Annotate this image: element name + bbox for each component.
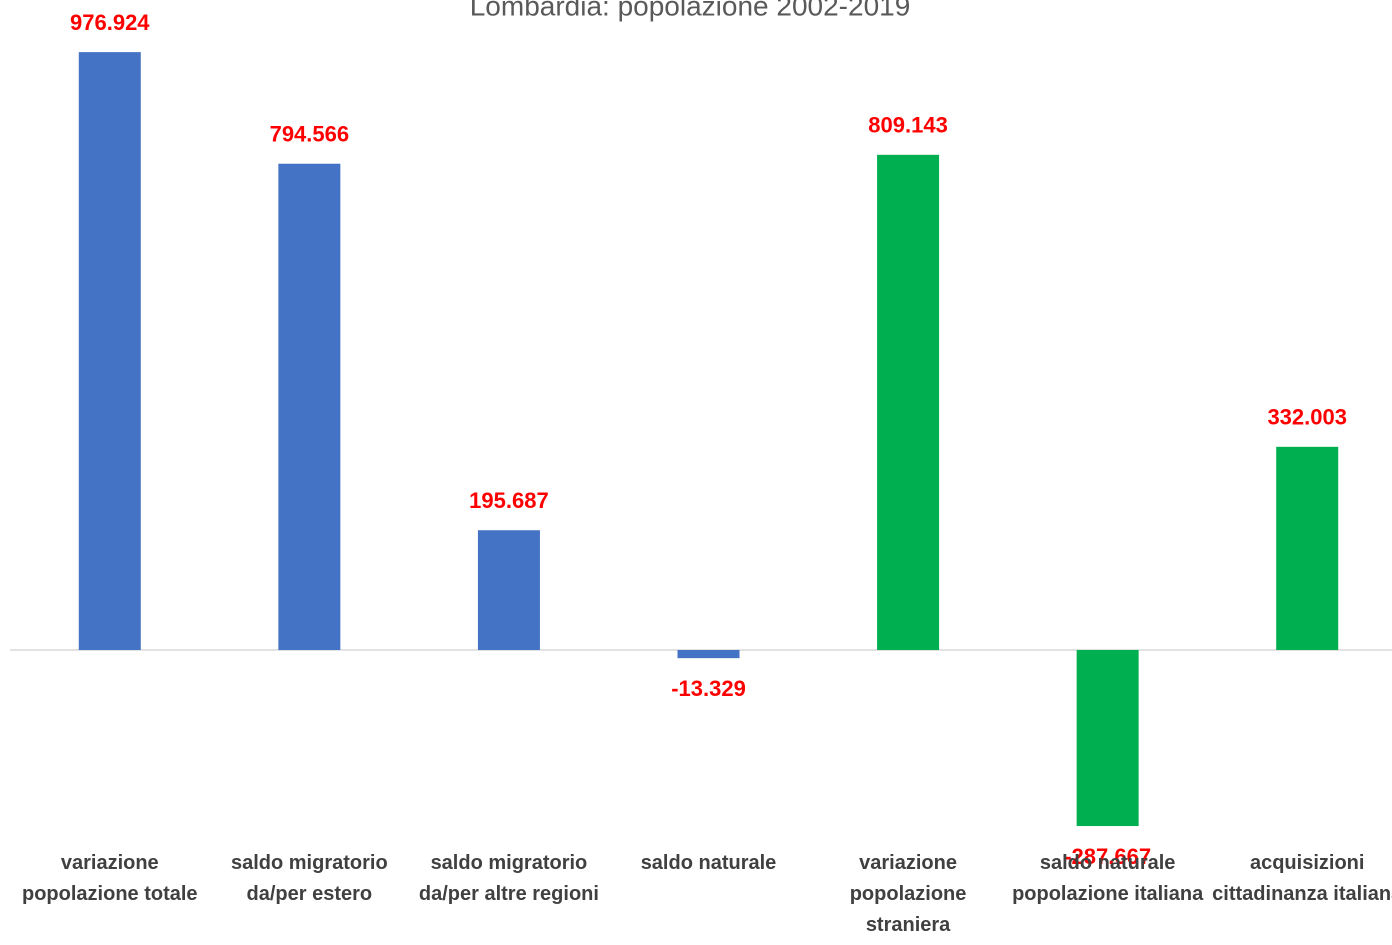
bar <box>677 650 740 659</box>
bar <box>1076 650 1139 827</box>
x-tick-label: saldo migratorio da/per altre regioni <box>418 852 599 905</box>
bar <box>278 163 341 651</box>
bar <box>1276 446 1339 650</box>
x-tick-label: acquisizioni cittadinanza italiana <box>1212 852 1392 905</box>
x-tick-label: variazione popolazione straniera <box>849 852 967 936</box>
x-tick-label: variazione popolazione totale <box>22 852 198 905</box>
data-label: 976.924 <box>70 10 150 35</box>
data-label: 195.687 <box>469 488 549 513</box>
data-label: 794.566 <box>270 122 350 147</box>
bar <box>477 530 540 650</box>
bar <box>877 154 940 650</box>
data-label: -287.667 <box>1064 844 1151 869</box>
x-tick-label: saldo naturale <box>640 852 777 874</box>
data-label: 332.003 <box>1267 405 1347 430</box>
x-tick-label: saldo naturale popolazione italiana <box>1012 852 1204 905</box>
x-tick-label: saldo migratorio da/per estero <box>230 852 388 905</box>
data-label: 809.143 <box>868 113 948 138</box>
chart-title: Lombardia: popolazione 2002-2019 <box>470 0 911 21</box>
bar <box>78 52 141 651</box>
data-label: -13.329 <box>671 676 746 701</box>
